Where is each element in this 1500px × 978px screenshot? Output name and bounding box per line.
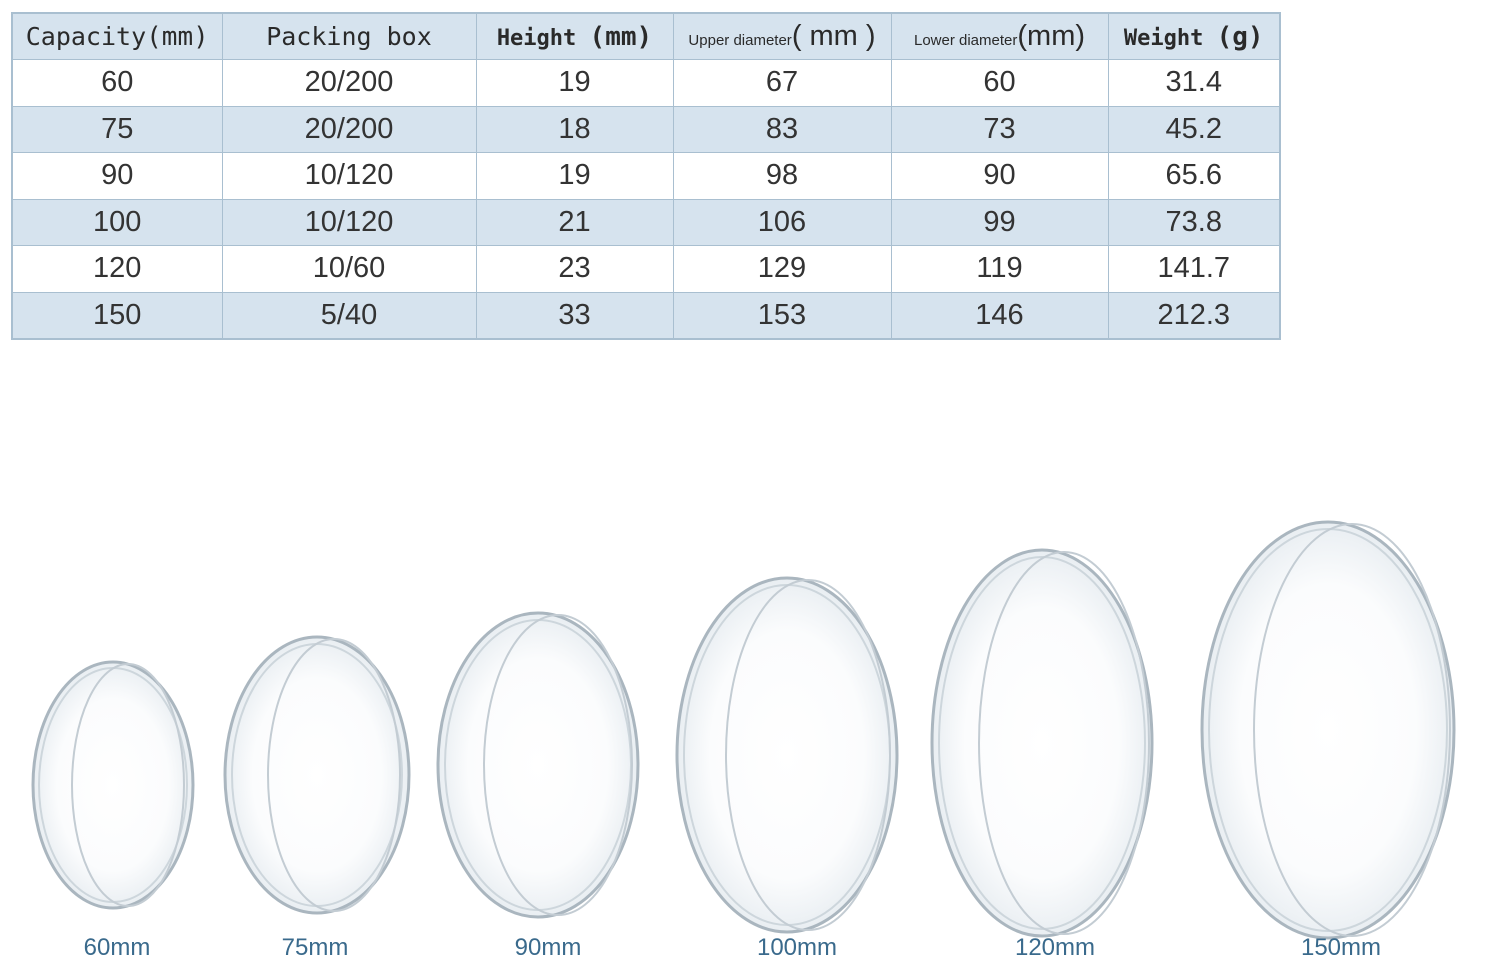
header-weight: Weight (g) bbox=[1107, 12, 1281, 60]
cell-lower-diameter: 73 bbox=[890, 105, 1109, 153]
table-row: 90 10/120 19 98 90 65.6 bbox=[11, 152, 1281, 200]
table-row: 75 20/200 18 83 73 45.2 bbox=[11, 105, 1281, 153]
dish-label-120mm: 120mm bbox=[1014, 934, 1096, 961]
cell-upper-diameter: 153 bbox=[672, 291, 892, 340]
table-row: 120 10/60 23 129 119 141.7 bbox=[11, 245, 1281, 293]
cell-capacity: 100 bbox=[11, 198, 223, 246]
cell-weight: 141.7 bbox=[1107, 245, 1281, 293]
cell-capacity: 75 bbox=[11, 105, 223, 153]
table-row: 150 5/40 33 153 146 212.3 bbox=[11, 291, 1281, 340]
cell-weight: 45.2 bbox=[1107, 105, 1281, 153]
cell-height: 33 bbox=[475, 291, 674, 340]
cell-lower-diameter: 90 bbox=[890, 152, 1109, 200]
cell-capacity: 120 bbox=[11, 245, 223, 293]
cell-lower-diameter: 146 bbox=[890, 291, 1109, 340]
header-capacity: Capacity(mm) bbox=[11, 12, 223, 60]
cell-lower-diameter: 99 bbox=[890, 198, 1109, 246]
cell-lower-diameter: 60 bbox=[890, 59, 1109, 107]
cell-packing-box: 10/120 bbox=[221, 198, 477, 246]
dish-label-90mm: 90mm bbox=[514, 934, 582, 961]
header-upper-diameter: Upper diameter( mm ) bbox=[672, 12, 892, 60]
cell-packing-box: 10/120 bbox=[221, 152, 477, 200]
header-packing-box: Packing box bbox=[221, 12, 477, 60]
cell-weight: 73.8 bbox=[1107, 198, 1281, 246]
cell-packing-box: 5/40 bbox=[221, 291, 477, 340]
cell-upper-diameter: 67 bbox=[672, 59, 892, 107]
dish-label-75mm: 75mm bbox=[281, 934, 349, 961]
cell-lower-diameter: 119 bbox=[890, 245, 1109, 293]
cell-upper-diameter: 129 bbox=[672, 245, 892, 293]
header-row: Capacity(mm) Packing box Height (mm) Upp… bbox=[11, 12, 1281, 60]
cell-height: 18 bbox=[475, 105, 674, 153]
cell-upper-diameter: 98 bbox=[672, 152, 892, 200]
cell-upper-diameter: 83 bbox=[672, 105, 892, 153]
cell-upper-diameter: 106 bbox=[672, 198, 892, 246]
cell-height: 21 bbox=[475, 198, 674, 246]
cell-packing-box: 20/200 bbox=[221, 105, 477, 153]
cell-weight: 31.4 bbox=[1107, 59, 1281, 107]
petri-dish-90mm bbox=[436, 611, 640, 919]
spec-table: Capacity(mm) Packing box Height (mm) Upp… bbox=[11, 12, 1281, 340]
cell-height: 19 bbox=[475, 59, 674, 107]
cell-capacity: 90 bbox=[11, 152, 223, 200]
cell-capacity: 60 bbox=[11, 59, 223, 107]
table-row: 100 10/120 21 106 99 73.8 bbox=[11, 198, 1281, 246]
cell-packing-box: 20/200 bbox=[221, 59, 477, 107]
cell-capacity: 150 bbox=[11, 291, 223, 340]
cell-weight: 65.6 bbox=[1107, 152, 1281, 200]
dish-label-60mm: 60mm bbox=[83, 934, 151, 961]
petri-dish-100mm bbox=[675, 576, 899, 934]
header-height: Height (mm) bbox=[475, 12, 674, 60]
petri-dish-75mm bbox=[223, 635, 411, 915]
table-row: 60 20/200 19 67 60 31.4 bbox=[11, 59, 1281, 107]
dish-label-100mm: 100mm bbox=[756, 934, 838, 961]
cell-height: 23 bbox=[475, 245, 674, 293]
cell-weight: 212.3 bbox=[1107, 291, 1281, 340]
petri-dish-150mm bbox=[1200, 520, 1456, 940]
petri-dish-120mm bbox=[930, 548, 1154, 938]
cell-height: 19 bbox=[475, 152, 674, 200]
dish-label-150mm: 150mm bbox=[1300, 934, 1382, 961]
petri-dish-60mm bbox=[31, 660, 195, 910]
header-lower-diameter: Lower diameter(mm) bbox=[890, 12, 1109, 60]
